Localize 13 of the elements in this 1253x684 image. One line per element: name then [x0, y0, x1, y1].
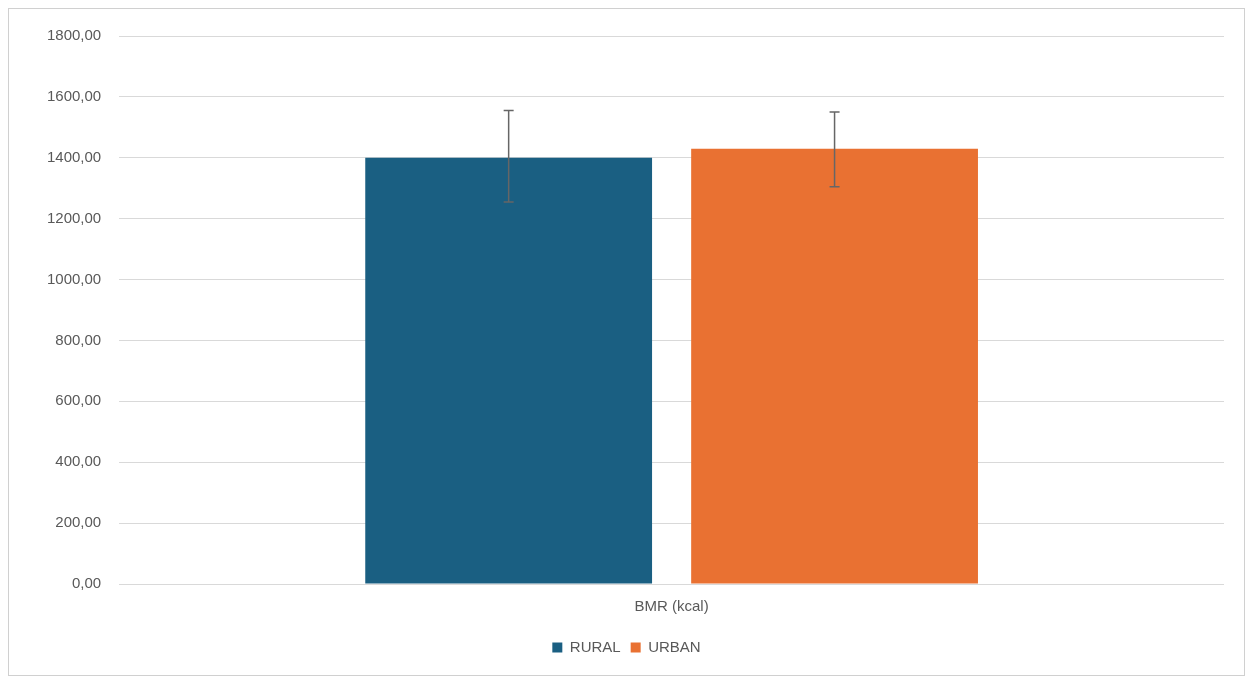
y-tick-label: 1200,00: [46, 208, 102, 226]
y-tick-label: 600,00: [55, 391, 102, 409]
y-tick-label: 0,00: [72, 574, 102, 592]
y-tick-label: 1600,00: [46, 87, 102, 105]
legend-label: RURAL: [569, 637, 621, 655]
y-tick-label: 1400,00: [46, 147, 102, 165]
y-tick-label: 1800,00: [46, 26, 102, 44]
y-tick-label: 400,00: [55, 452, 102, 470]
y-tick-label: 200,00: [55, 513, 102, 531]
y-tick-label: 800,00: [55, 330, 102, 348]
x-tick-label: BMR (kcal): [634, 597, 709, 615]
legend-label: URBAN: [648, 637, 701, 655]
y-tick-label: 1000,00: [46, 269, 102, 287]
